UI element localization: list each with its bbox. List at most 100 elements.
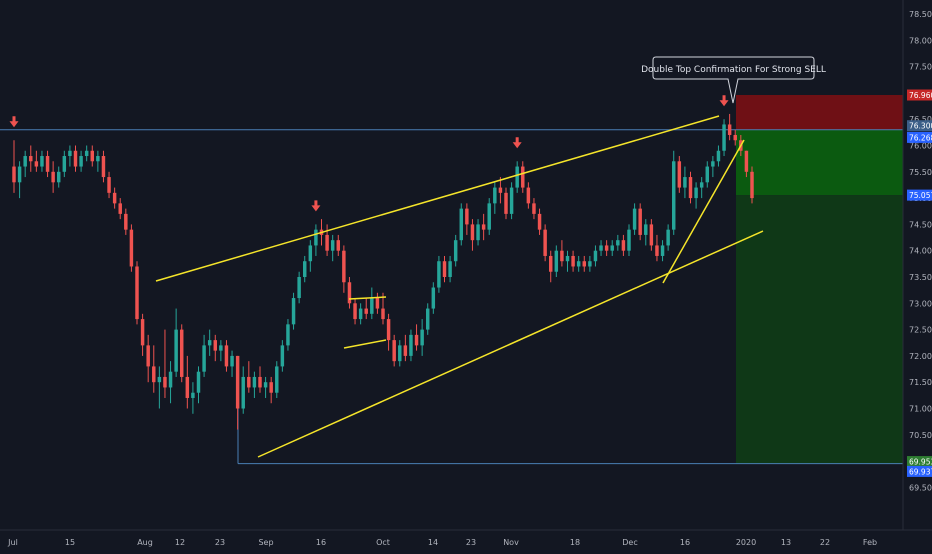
candle-body bbox=[112, 192, 117, 204]
candle-body bbox=[241, 376, 245, 409]
candle bbox=[202, 334, 206, 377]
price-tag-label: 69.953 bbox=[909, 458, 932, 467]
breakout-trend-line bbox=[662, 139, 745, 284]
candle bbox=[79, 150, 83, 172]
candle-body bbox=[638, 208, 642, 235]
candle-body bbox=[17, 166, 22, 183]
candle bbox=[392, 334, 396, 367]
candle bbox=[314, 224, 318, 256]
candle bbox=[610, 240, 614, 256]
candle bbox=[135, 261, 139, 325]
candle-body bbox=[381, 308, 385, 320]
candle-body bbox=[481, 224, 486, 230]
candle bbox=[308, 240, 313, 272]
candle-body bbox=[314, 229, 318, 246]
candle bbox=[179, 324, 184, 383]
candle-body bbox=[280, 345, 285, 367]
candle-body bbox=[699, 182, 704, 188]
candle-body bbox=[375, 298, 380, 309]
candle bbox=[12, 140, 16, 193]
candle-body bbox=[269, 382, 273, 393]
time-axis-tick: Sep bbox=[258, 538, 273, 547]
price-axis-tick: 76.000 bbox=[909, 142, 932, 151]
candle bbox=[487, 198, 491, 235]
candle-body bbox=[459, 208, 464, 241]
candle-body bbox=[325, 234, 329, 251]
candle bbox=[364, 298, 368, 320]
time-axis-tick: 16 bbox=[316, 538, 326, 547]
price-tag-label: 76.268 bbox=[909, 133, 932, 142]
candle-body bbox=[235, 355, 240, 409]
price-tag-background bbox=[907, 120, 932, 132]
time-axis-tick: Jul bbox=[7, 538, 18, 547]
time-axis-tick: Oct bbox=[376, 538, 390, 547]
price-axis-tick: 73.500 bbox=[909, 273, 932, 282]
candle-body bbox=[84, 150, 89, 157]
candle-body bbox=[191, 392, 195, 398]
candle-body bbox=[364, 308, 368, 314]
candle-body bbox=[291, 298, 296, 325]
candle-body bbox=[152, 366, 156, 383]
candle bbox=[649, 219, 654, 251]
candle bbox=[56, 166, 61, 188]
candle bbox=[644, 219, 648, 246]
time-axis-tick: 22 bbox=[820, 538, 830, 547]
candle-body bbox=[263, 382, 268, 388]
sell-signal-arrow-icon bbox=[719, 95, 729, 107]
price-tag-background bbox=[907, 131, 932, 143]
candle-body bbox=[644, 224, 648, 235]
candle bbox=[263, 376, 268, 398]
candle bbox=[90, 145, 95, 167]
candle-body bbox=[437, 261, 441, 288]
candle bbox=[565, 250, 570, 272]
candle bbox=[62, 150, 67, 178]
candle-body bbox=[398, 345, 402, 362]
price-axis-tick: 74.500 bbox=[909, 220, 932, 229]
candle-body bbox=[386, 319, 391, 341]
candle bbox=[118, 198, 122, 220]
candle bbox=[705, 161, 710, 188]
price-axis-tick: 69.500 bbox=[909, 483, 932, 492]
candle-body bbox=[521, 166, 525, 188]
candle bbox=[163, 329, 167, 398]
candle bbox=[381, 292, 385, 325]
candle-body bbox=[51, 171, 55, 183]
lower-channel-line bbox=[257, 230, 764, 458]
candle-body bbox=[688, 177, 693, 199]
candle-body bbox=[358, 308, 363, 320]
candle-body bbox=[705, 166, 710, 183]
candle-body bbox=[336, 240, 341, 251]
candle bbox=[191, 382, 195, 414]
candle bbox=[129, 224, 134, 272]
price-tag-background bbox=[907, 89, 932, 101]
candle bbox=[353, 298, 357, 325]
candle-body bbox=[565, 255, 570, 262]
candle-body bbox=[163, 376, 167, 388]
candle-body bbox=[655, 245, 659, 256]
candle-body bbox=[56, 171, 61, 183]
candle-body bbox=[431, 287, 436, 309]
candle-body bbox=[29, 156, 33, 162]
candle-body bbox=[275, 366, 279, 393]
time-axis-tick: 14 bbox=[428, 538, 438, 547]
candle bbox=[23, 150, 27, 178]
candle bbox=[185, 355, 190, 409]
price-tag-label: 75.057 bbox=[909, 191, 932, 200]
price-axis-tick: 72.000 bbox=[909, 352, 932, 361]
candle bbox=[29, 145, 33, 172]
stop-loss-zone bbox=[736, 95, 903, 130]
time-axis-tick: 18 bbox=[570, 538, 580, 547]
candle bbox=[554, 245, 559, 277]
candle-body bbox=[487, 203, 491, 230]
candle-body bbox=[403, 345, 408, 356]
candle bbox=[442, 255, 447, 283]
candle bbox=[386, 313, 391, 351]
sell-signal-arrow-icon bbox=[9, 116, 19, 128]
candle-body bbox=[571, 255, 575, 267]
candle-body bbox=[509, 187, 514, 214]
price-tag: 76.268 bbox=[907, 131, 932, 143]
candle bbox=[537, 208, 542, 235]
candle bbox=[616, 234, 620, 251]
